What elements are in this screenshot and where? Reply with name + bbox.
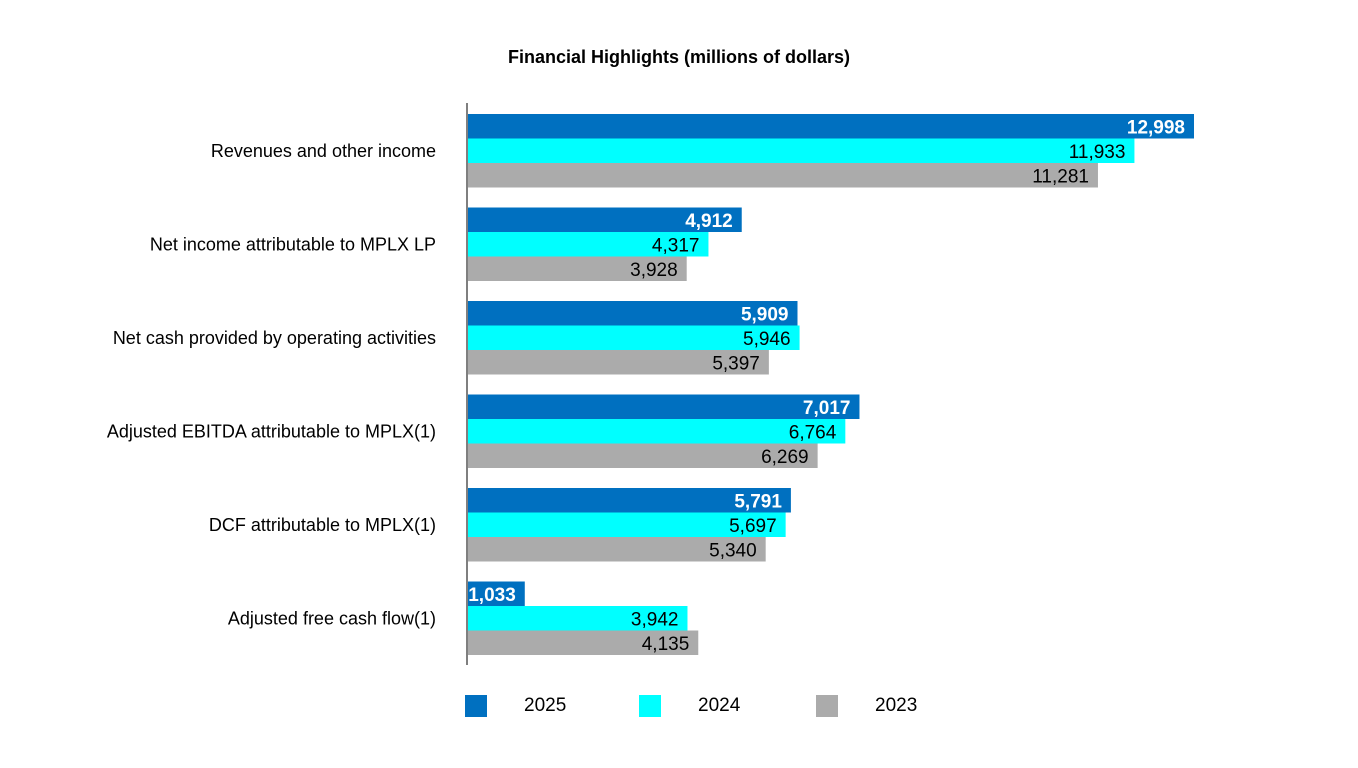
data-label-2024: 11,933: [1069, 142, 1126, 163]
legend-label-2024: 2024: [698, 695, 741, 716]
data-label-2024: 5,697: [729, 516, 777, 537]
bar-2025: [467, 488, 791, 513]
legend-label-2025: 2025: [524, 695, 567, 716]
legend-swatch-2024: [639, 695, 661, 717]
bar-2023: [467, 630, 699, 655]
bar-2024: [467, 325, 800, 350]
category-label: Adjusted free cash flow(1): [228, 608, 436, 628]
chart-title: Financial Highlights (millions of dollar…: [507, 47, 851, 67]
data-label-2023: 4,135: [642, 634, 690, 655]
legend-item-2023: 2023: [816, 695, 917, 717]
bar-2024: [467, 606, 688, 631]
legend-item-2024: 2024: [639, 695, 740, 717]
legend-swatch-2025: [465, 695, 487, 717]
data-label-2025: 5,909: [741, 304, 789, 325]
category-label: Net income attributable to MPLX LP: [150, 234, 436, 254]
category-label: Net cash provided by operating activitie…: [113, 328, 436, 348]
bar-2023: [467, 537, 766, 562]
bar-2024: [467, 232, 709, 257]
bar-2023: [467, 443, 818, 468]
data-label-2025: 4,912: [685, 211, 733, 232]
bar-2025: [467, 301, 798, 326]
bar-2023: [467, 256, 687, 281]
category-label: Adjusted EBITDA attributable to MPLX(1): [107, 421, 436, 441]
data-label-2024: 5,946: [743, 329, 791, 350]
data-label-2024: 4,317: [652, 235, 700, 256]
data-label-2023: 5,397: [712, 353, 760, 374]
data-label-2025: 12,998: [1127, 117, 1185, 138]
bar-2023: [467, 163, 1098, 188]
bar-2025: [467, 207, 742, 232]
category-label: Revenues and other income: [211, 141, 436, 161]
category-label: DCF attributable to MPLX(1): [209, 515, 436, 535]
bar-2024: [467, 138, 1135, 163]
legend-label-2023: 2023: [875, 695, 918, 716]
legend-item-2025: 2025: [465, 695, 566, 717]
data-label-2024: 3,942: [631, 609, 679, 630]
data-label-2024: 6,764: [789, 422, 837, 443]
bar-2025: [467, 581, 525, 606]
data-label-2023: 11,281: [1032, 166, 1089, 187]
bar-2023: [467, 350, 769, 375]
data-label-2023: 6,269: [761, 447, 809, 468]
data-label-2025: 5,791: [734, 491, 782, 512]
data-label-2023: 3,928: [630, 260, 678, 281]
bar-2025: [467, 394, 860, 419]
data-label-2025: 1,033: [468, 585, 516, 606]
data-label-2025: 7,017: [803, 398, 851, 419]
data-label-2023: 5,340: [709, 540, 757, 561]
legend-swatch-2023: [816, 695, 838, 717]
bar-2024: [467, 512, 786, 537]
bar-2024: [467, 419, 846, 444]
bar-2025: [467, 114, 1194, 139]
